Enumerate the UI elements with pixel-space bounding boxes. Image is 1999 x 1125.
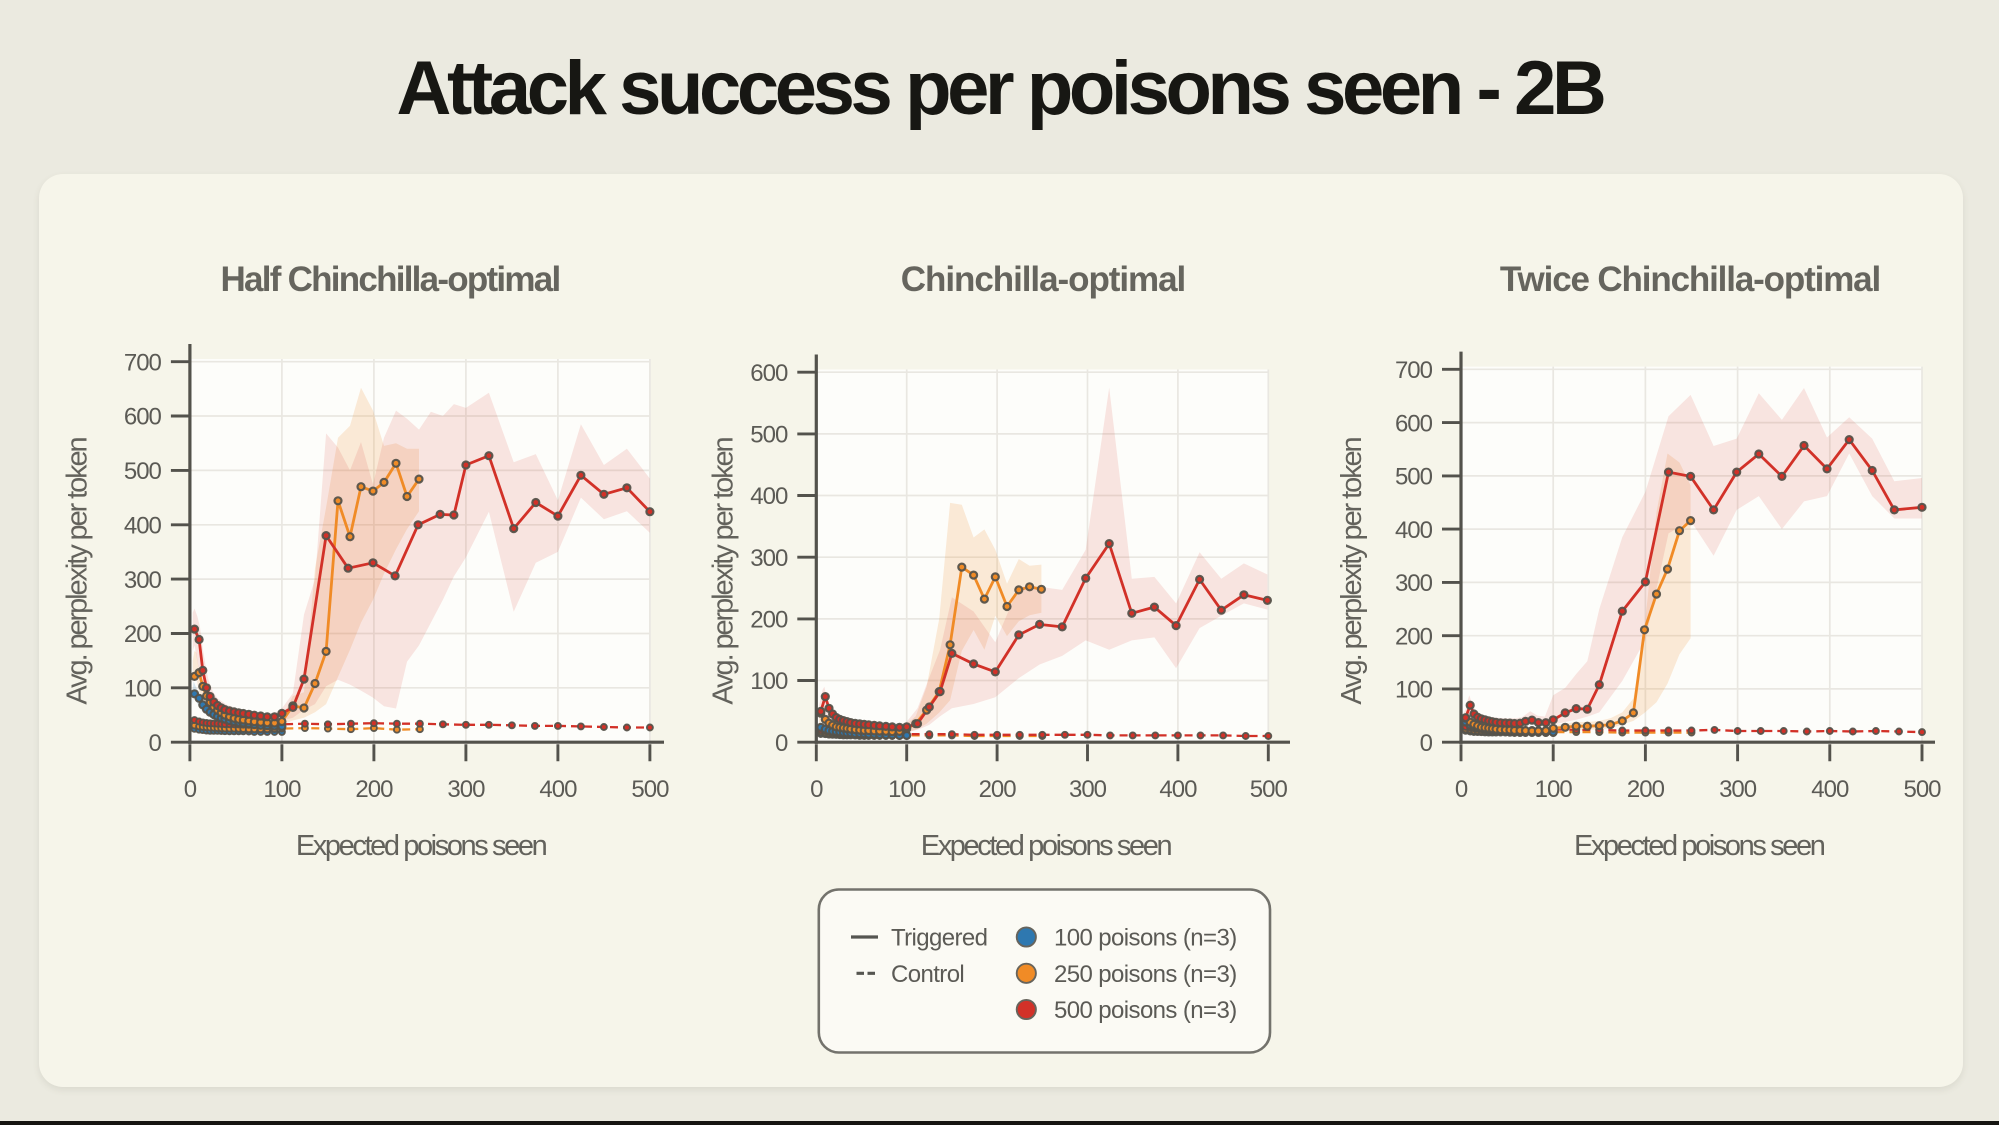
svg-text:0: 0 [149, 730, 162, 757]
svg-text:500: 500 [124, 458, 162, 485]
svg-text:300: 300 [750, 545, 788, 572]
svg-text:600: 600 [1395, 410, 1433, 437]
svg-text:0: 0 [775, 730, 788, 757]
svg-text:200: 200 [979, 776, 1017, 803]
svg-text:600: 600 [750, 360, 788, 387]
svg-text:200: 200 [1627, 776, 1665, 803]
svg-text:100: 100 [1535, 776, 1573, 803]
svg-text:200: 200 [124, 621, 162, 648]
svg-text:500 poisons (n=3): 500 poisons (n=3) [1054, 997, 1237, 1024]
svg-text:100: 100 [888, 776, 926, 803]
svg-text:Half Chinchilla-optimal: Half Chinchilla-optimal [221, 260, 560, 299]
svg-text:400: 400 [1395, 517, 1433, 544]
svg-text:100: 100 [750, 668, 788, 695]
svg-text:400: 400 [1159, 776, 1197, 803]
svg-text:100: 100 [263, 776, 301, 803]
svg-text:600: 600 [124, 404, 162, 431]
svg-text:300: 300 [1719, 776, 1757, 803]
svg-text:Avg. perplexity per token: Avg. perplexity per token [708, 437, 740, 704]
svg-text:Control: Control [891, 961, 964, 988]
svg-text:300: 300 [1395, 570, 1433, 597]
svg-text:Expected poisons seen: Expected poisons seen [296, 830, 547, 862]
svg-text:Triggered: Triggered [891, 925, 987, 952]
svg-text:500: 500 [1903, 776, 1941, 803]
svg-text:500: 500 [750, 422, 788, 449]
svg-text:0: 0 [1455, 776, 1468, 803]
svg-text:400: 400 [1811, 776, 1849, 803]
svg-text:400: 400 [124, 513, 162, 540]
svg-text:100 poisons (n=3): 100 poisons (n=3) [1054, 925, 1237, 952]
svg-text:300: 300 [124, 567, 162, 594]
svg-text:0: 0 [184, 776, 197, 803]
svg-text:700: 700 [124, 349, 162, 376]
svg-text:100: 100 [124, 676, 162, 703]
svg-text:Avg. perplexity per token: Avg. perplexity per token [1336, 437, 1368, 704]
svg-text:500: 500 [1250, 776, 1288, 803]
svg-text:Twice Chinchilla-optimal: Twice Chinchilla-optimal [1500, 260, 1880, 299]
svg-text:300: 300 [1069, 776, 1107, 803]
svg-text:0: 0 [1420, 730, 1433, 757]
svg-text:200: 200 [355, 776, 393, 803]
svg-text:Avg. perplexity per token: Avg. perplexity per token [62, 437, 94, 704]
svg-text:Expected poisons seen: Expected poisons seen [921, 830, 1172, 862]
svg-text:500: 500 [1395, 464, 1433, 491]
svg-text:Expected poisons seen: Expected poisons seen [1574, 830, 1825, 862]
svg-text:0: 0 [810, 776, 823, 803]
svg-text:200: 200 [1395, 623, 1433, 650]
svg-text:500: 500 [631, 776, 669, 803]
svg-text:400: 400 [750, 483, 788, 510]
svg-text:Chinchilla-optimal: Chinchilla-optimal [901, 260, 1185, 299]
svg-text:300: 300 [447, 776, 485, 803]
svg-text:700: 700 [1395, 357, 1433, 384]
svg-text:100: 100 [1395, 677, 1433, 704]
svg-text:400: 400 [539, 776, 577, 803]
svg-text:250 poisons (n=3): 250 poisons (n=3) [1054, 961, 1237, 988]
svg-text:200: 200 [750, 607, 788, 634]
